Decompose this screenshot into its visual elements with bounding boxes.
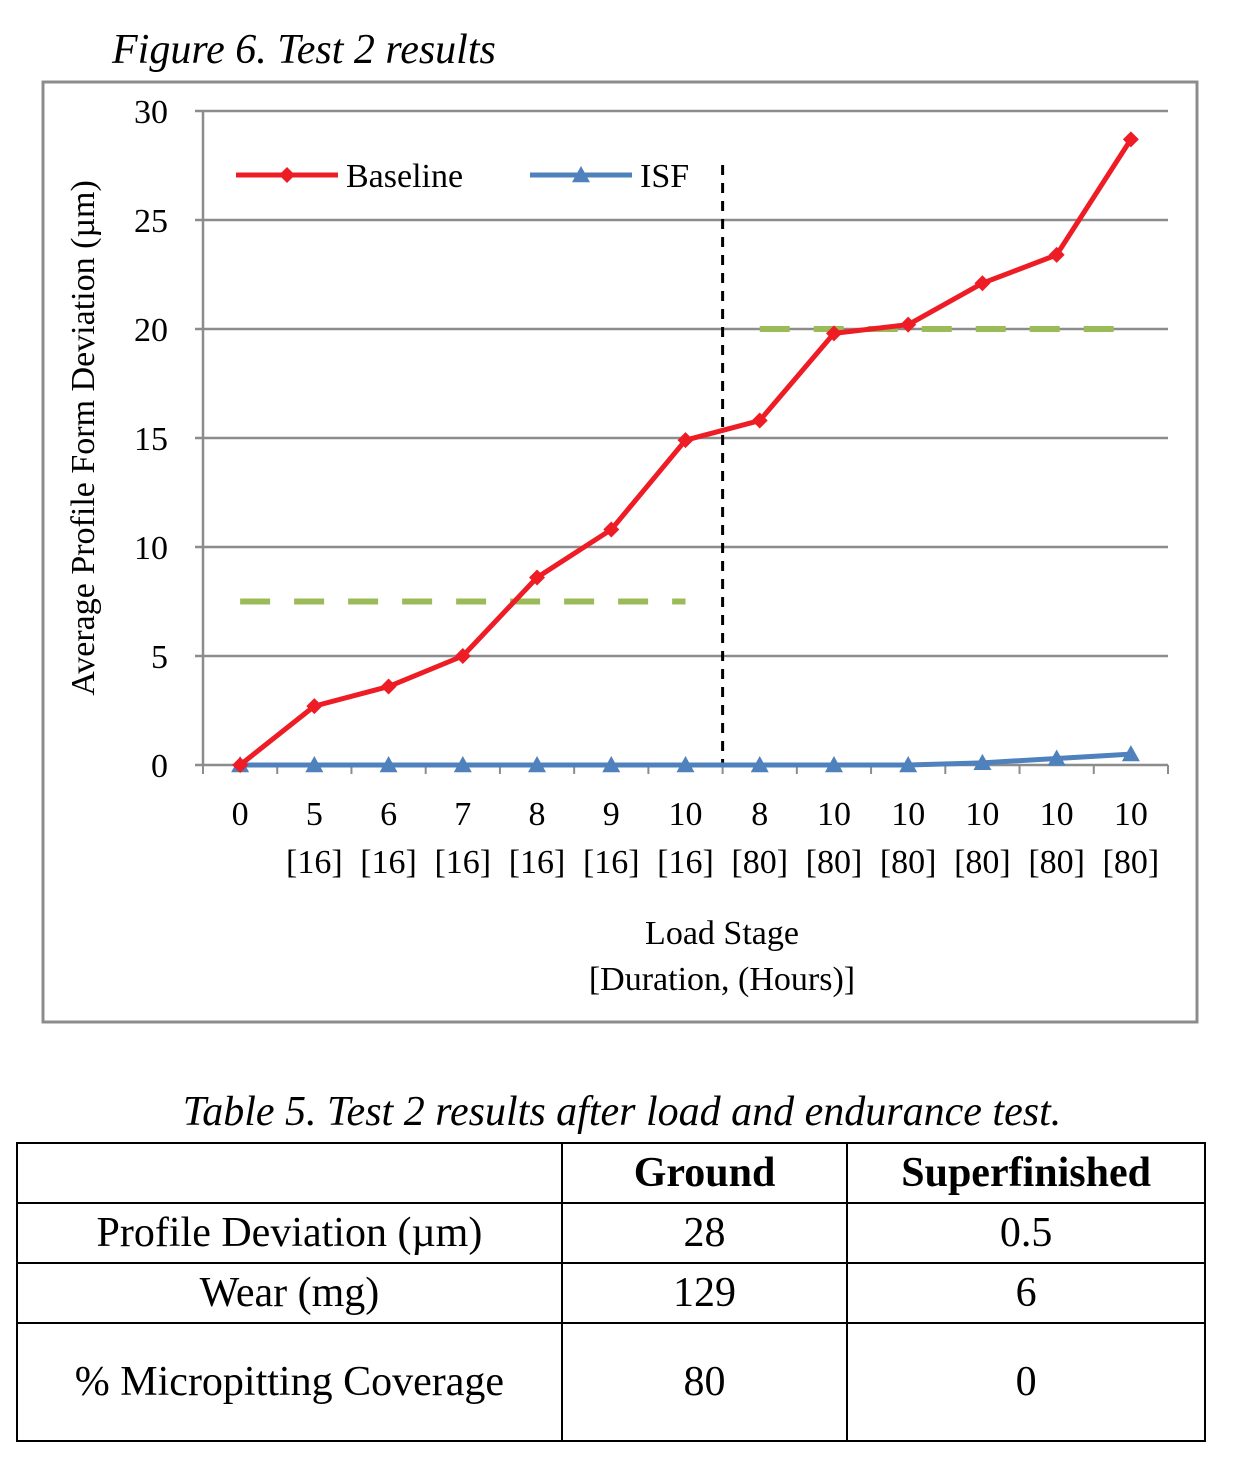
chart-frame bbox=[41, 80, 1199, 1024]
x-tick-label: 8 bbox=[529, 796, 546, 833]
y-tick-label: 15 bbox=[134, 421, 168, 458]
x-tick-labels: 0 5 [16] 6 [16] 7 [16] 8 [16] 9 [16] 10 [16] 8 [80] 10 [… bbox=[232, 796, 1160, 881]
x-tick-duration-label: [80] bbox=[731, 844, 788, 881]
x-axis-label-line1: Load Stage bbox=[645, 915, 799, 952]
x-tick-duration-label: [80] bbox=[954, 844, 1011, 881]
data-point-baseline bbox=[900, 316, 917, 333]
data-point-isf bbox=[379, 756, 398, 773]
data-point-isf bbox=[750, 756, 769, 773]
data-point-isf bbox=[453, 756, 472, 773]
x-tick-duration-label: [80] bbox=[806, 844, 863, 881]
data-point-baseline bbox=[603, 521, 620, 538]
x-tick-duration-label: [16] bbox=[509, 844, 566, 881]
data-point-baseline bbox=[529, 569, 546, 586]
table-cell: 0 bbox=[846, 1322, 1206, 1442]
x-tick-duration-label: [80] bbox=[880, 844, 937, 881]
legend: Baseline ISF bbox=[236, 158, 689, 195]
data-point-baseline bbox=[1048, 246, 1065, 263]
x-tick-label: 8 bbox=[751, 796, 768, 833]
table-header-cell: Ground bbox=[560, 1142, 849, 1204]
table-row: Wear (mg) 129 6 bbox=[16, 1262, 1206, 1324]
data-point-isf bbox=[899, 756, 918, 773]
legend-marker-baseline bbox=[279, 167, 295, 183]
table-header-cell: Superfinished bbox=[846, 1142, 1206, 1204]
table-cell: Profile Deviation (µm) bbox=[16, 1202, 563, 1264]
y-tick-labels: 0 5 10 15 20 25 30 bbox=[134, 94, 168, 785]
y-tick-label: 30 bbox=[134, 94, 168, 131]
table-row: % Micropitting Coverage 80 0 bbox=[16, 1322, 1206, 1442]
data-point-isf bbox=[676, 756, 695, 773]
legend-label-isf: ISF bbox=[640, 158, 689, 195]
data-point-baseline bbox=[1122, 131, 1139, 148]
table-cell: 129 bbox=[560, 1262, 849, 1324]
data-point-baseline bbox=[751, 412, 768, 429]
y-axis-label: Average Profile Form Deviation (µm) bbox=[65, 180, 102, 696]
data-point-isf bbox=[973, 753, 992, 771]
legend-label-baseline: Baseline bbox=[346, 158, 463, 195]
data-point-isf bbox=[824, 756, 843, 773]
data-point-isf bbox=[1121, 745, 1140, 762]
x-tick-duration-label: [16] bbox=[360, 844, 417, 881]
data-point-baseline bbox=[232, 757, 249, 773]
y-tick-label: 25 bbox=[134, 203, 168, 240]
x-tick-label: 10 bbox=[1040, 796, 1074, 833]
line-chart: 0 5 10 15 20 25 30 0 5 [16] 6 [16] 7 [16] 8 [16] 9 [16] 1… bbox=[41, 80, 1199, 1024]
x-tick-label: 6 bbox=[380, 796, 397, 833]
figure-caption: Figure 6. Test 2 results bbox=[112, 27, 496, 73]
data-point-baseline bbox=[306, 698, 323, 715]
y-tick-label: 20 bbox=[134, 312, 168, 349]
y-tick-label: 10 bbox=[134, 530, 168, 567]
x-tick-label: 10 bbox=[965, 796, 999, 833]
table-cell: 0.5 bbox=[846, 1202, 1206, 1264]
results-table: Ground Superfinished Profile Deviation (… bbox=[16, 1142, 1206, 1442]
x-tick-label: 9 bbox=[603, 796, 620, 833]
data-point-baseline bbox=[974, 275, 991, 292]
table-header-row: Ground Superfinished bbox=[16, 1142, 1206, 1204]
table-row: Profile Deviation (µm) 28 0.5 bbox=[16, 1202, 1206, 1264]
data-point-isf bbox=[305, 756, 324, 773]
table-cell: 6 bbox=[846, 1262, 1206, 1324]
table-cell: 28 bbox=[560, 1202, 849, 1264]
x-tick-duration-label: [16] bbox=[657, 844, 714, 881]
data-point-baseline bbox=[677, 432, 694, 449]
data-point-baseline bbox=[454, 648, 471, 664]
data-point-isf bbox=[602, 756, 621, 773]
x-tick-label: 10 bbox=[817, 796, 851, 833]
x-tick-duration-label: [16] bbox=[434, 844, 491, 881]
x-tick-duration-label: [80] bbox=[1028, 844, 1085, 881]
table-cell: Wear (mg) bbox=[16, 1262, 563, 1324]
series bbox=[231, 131, 1140, 773]
table-header-cell bbox=[16, 1142, 563, 1204]
table-cell: % Micropitting Coverage bbox=[16, 1322, 563, 1442]
data-point-baseline bbox=[380, 678, 397, 695]
table-cell: 80 bbox=[560, 1322, 849, 1442]
x-tick-label: 10 bbox=[891, 796, 925, 833]
x-tick-label: 10 bbox=[1114, 796, 1148, 833]
y-tick-label: 5 bbox=[151, 639, 168, 676]
x-tick-label: 5 bbox=[306, 796, 323, 833]
x-tick-duration-label: [16] bbox=[286, 844, 343, 881]
x-tick-label: 10 bbox=[669, 796, 703, 833]
legend-marker-isf bbox=[572, 166, 590, 183]
x-tick-duration-label: [80] bbox=[1103, 844, 1160, 881]
y-tick-label: 0 bbox=[151, 748, 168, 785]
x-tick-label: 0 bbox=[232, 796, 249, 833]
data-point-baseline bbox=[825, 325, 842, 342]
reference-lines bbox=[240, 165, 1131, 765]
table-caption: Table 5. Test 2 results after load and e… bbox=[182, 1089, 1062, 1135]
data-point-isf bbox=[528, 756, 547, 773]
data-point-isf bbox=[1047, 749, 1066, 766]
x-axis-label-line2: [Duration, (Hours)] bbox=[589, 961, 855, 998]
x-tick-label: 7 bbox=[454, 796, 471, 833]
x-tick-duration-label: [16] bbox=[583, 844, 640, 881]
